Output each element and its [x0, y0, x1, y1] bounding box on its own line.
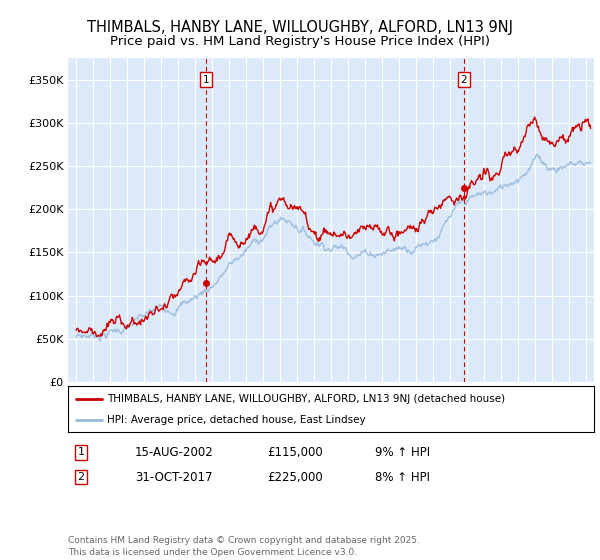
Text: 9% ↑ HPI: 9% ↑ HPI	[375, 446, 430, 459]
Text: THIMBALS, HANBY LANE, WILLOUGHBY, ALFORD, LN13 9NJ: THIMBALS, HANBY LANE, WILLOUGHBY, ALFORD…	[87, 20, 513, 35]
Text: 8% ↑ HPI: 8% ↑ HPI	[375, 470, 430, 484]
Text: 15-AUG-2002: 15-AUG-2002	[135, 446, 214, 459]
Text: HPI: Average price, detached house, East Lindsey: HPI: Average price, detached house, East…	[107, 415, 366, 425]
Text: 1: 1	[202, 75, 209, 85]
Text: Price paid vs. HM Land Registry's House Price Index (HPI): Price paid vs. HM Land Registry's House …	[110, 35, 490, 48]
Text: £225,000: £225,000	[267, 470, 323, 484]
Text: 2: 2	[460, 75, 467, 85]
Text: £115,000: £115,000	[267, 446, 323, 459]
Text: Contains HM Land Registry data © Crown copyright and database right 2025.
This d: Contains HM Land Registry data © Crown c…	[68, 536, 419, 557]
Text: 1: 1	[77, 447, 85, 458]
Text: THIMBALS, HANBY LANE, WILLOUGHBY, ALFORD, LN13 9NJ (detached house): THIMBALS, HANBY LANE, WILLOUGHBY, ALFORD…	[107, 394, 505, 404]
Text: 2: 2	[77, 472, 85, 482]
Text: 31-OCT-2017: 31-OCT-2017	[135, 470, 212, 484]
